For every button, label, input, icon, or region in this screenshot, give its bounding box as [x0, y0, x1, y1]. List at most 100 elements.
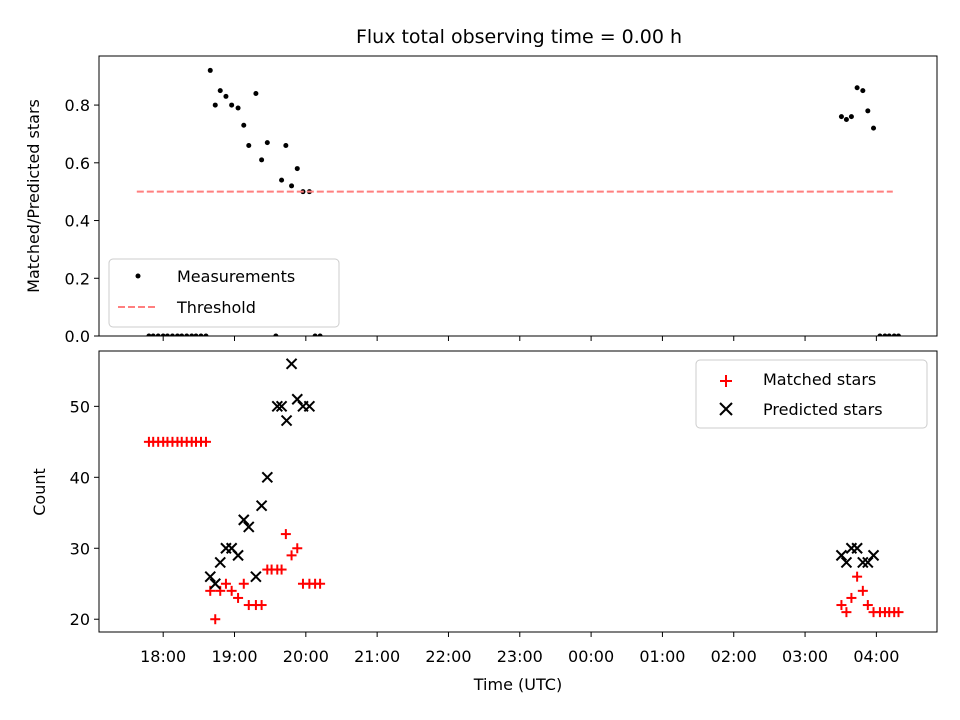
plot-area	[143, 358, 904, 625]
predicted-stars-point	[851, 542, 863, 554]
y-tick-label: 50	[70, 397, 90, 416]
top-x-ticks	[162, 336, 877, 341]
predicted-stars-point	[243, 521, 255, 533]
measurement-point	[895, 333, 901, 336]
measurement-point	[203, 333, 209, 336]
matched-stars-point	[846, 592, 857, 603]
predicted-stars-point	[271, 400, 284, 413]
predicted-stars-point	[214, 556, 226, 569]
matched-stars-point	[841, 607, 852, 618]
legend-threshold-label: Threshold	[176, 298, 256, 317]
predicted-stars-point	[280, 414, 293, 427]
matched-stars-point	[233, 592, 244, 603]
x-tick-label: 01:00	[639, 647, 685, 666]
predicted-stars-point	[232, 549, 244, 562]
predicted-stars-point	[238, 514, 250, 526]
x-tick-label: 03:00	[782, 647, 828, 666]
y-tick-label: 30	[70, 539, 90, 558]
predicted-stars-point	[857, 556, 869, 569]
matched-stars-point	[315, 578, 326, 589]
measurement-point	[223, 93, 229, 99]
y-tick-label: 0.6	[65, 154, 90, 173]
measurement-point	[246, 142, 252, 148]
top-plot-marks	[136, 67, 901, 336]
measurement-point	[886, 333, 892, 336]
predicted-stars-point	[285, 358, 298, 370]
bottom-plot-marks	[143, 358, 904, 625]
measurement-point	[871, 125, 877, 131]
top-y-ticks: 0.0 0.2 0.4 0.6 0.8	[65, 96, 99, 346]
legend-predicted-marker	[719, 402, 733, 416]
matched-stars-point	[256, 600, 267, 611]
bottom-y-axis-label: Count	[30, 468, 49, 516]
measurement-point	[207, 67, 213, 73]
predicted-stars-point	[840, 556, 853, 569]
matched-stars-point	[220, 578, 231, 589]
predicted-stars-point	[275, 400, 288, 413]
measurement-point	[259, 157, 265, 163]
top-panel: 0.00.20.40.60.8 Matched/Predicted stars …	[24, 55, 938, 346]
y-tick-label: 40	[70, 468, 90, 487]
measurement-point	[317, 333, 323, 336]
x-tick-label: 04:00	[853, 647, 899, 666]
bottom-legend-box	[695, 359, 928, 429]
x-tick-label: 20:00	[283, 647, 329, 666]
measurement-point	[865, 108, 871, 114]
measurement-point	[150, 333, 156, 336]
y-tick-label: 20	[70, 610, 90, 629]
x-axis-label: Time (UTC)	[473, 675, 562, 694]
predicted-stars-point	[255, 499, 268, 512]
bottom-x-ticks: 18:00 19:00 20:00 21:00 22:00 23:00 00:00 01:00…	[140, 632, 899, 666]
bottom-y-ticks: 20 30 40 50	[70, 397, 99, 629]
measurement-point	[212, 102, 218, 108]
matched-stars-point	[200, 436, 211, 447]
y-tick-label: 0.2	[65, 269, 90, 288]
bottom-legend: Matched stars Predicted stars	[695, 359, 928, 429]
top-y-axis-label: Matched/Predicted stars	[24, 99, 43, 293]
measurement-point	[854, 85, 860, 91]
measurement-point	[160, 333, 166, 336]
measurement-point	[289, 183, 295, 189]
measurement-point	[283, 142, 289, 148]
measurement-point	[860, 88, 866, 94]
predicted-stars-point	[261, 471, 274, 484]
measurement-point	[891, 333, 897, 336]
x-tick-label: 00:00	[568, 647, 614, 666]
top-plot-frame	[98, 55, 938, 337]
predicted-stars-point	[867, 549, 880, 562]
bottom-panel: 20 30 40 50 18:00 19:00 20:00 21:00 22:00 23:00 0…	[30, 350, 938, 694]
bottom-plot-frame	[98, 350, 938, 633]
measurement-point	[241, 122, 247, 128]
measurement-point	[193, 333, 199, 336]
x-tick-label: 18:00	[140, 647, 186, 666]
top-legend: Measurements Threshold	[108, 258, 340, 328]
matched-stars-point	[280, 529, 291, 540]
x-tick-label: 23:00	[497, 647, 543, 666]
matched-stars-point	[238, 578, 249, 589]
measurement-point	[838, 114, 844, 120]
plot-area	[136, 67, 901, 336]
measurement-point	[253, 91, 259, 97]
legend-measurements-label: Measurements	[177, 267, 295, 286]
measurement-point	[198, 333, 204, 336]
measurement-point	[164, 333, 170, 336]
matched-stars-point	[852, 571, 863, 582]
measurement-point	[294, 166, 300, 172]
legend-matched-marker	[720, 375, 732, 387]
x-tick-label: 21:00	[354, 647, 400, 666]
measurement-point	[235, 105, 241, 111]
x-tick-label: 19:00	[211, 647, 257, 666]
matched-stars-point	[276, 564, 287, 575]
measurement-point	[882, 333, 888, 336]
predicted-stars-point	[303, 400, 316, 413]
predicted-stars-point	[835, 549, 848, 562]
measurement-point	[146, 333, 152, 336]
legend-matched-label: Matched stars	[763, 370, 876, 389]
matched-stars-point	[862, 600, 873, 611]
measurement-point	[848, 114, 854, 120]
predicted-stars-point	[250, 570, 262, 583]
measurement-point	[273, 333, 279, 336]
measurement-point	[184, 333, 190, 336]
x-tick-label: 22:00	[425, 647, 471, 666]
